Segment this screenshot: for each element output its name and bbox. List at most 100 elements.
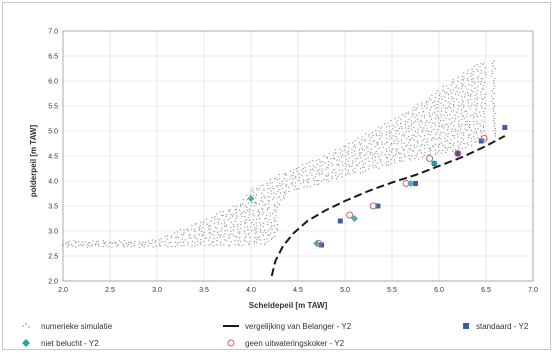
simulation-point — [453, 137, 456, 139]
simulation-point — [311, 168, 314, 170]
simulation-point — [291, 184, 294, 186]
simulation-point — [213, 245, 215, 247]
simulation-point — [476, 78, 479, 80]
simulation-point — [477, 97, 479, 99]
simulation-point — [243, 222, 246, 224]
simulation-point — [450, 110, 453, 112]
simulation-point — [457, 105, 460, 107]
simulation-point — [396, 120, 399, 122]
simulation-point — [441, 125, 443, 127]
simulation-point — [459, 105, 462, 107]
simulation-point — [357, 137, 359, 139]
simulation-point — [446, 123, 448, 125]
simulation-point — [175, 237, 177, 239]
simulation-point — [481, 119, 483, 121]
simulation-point — [283, 191, 286, 194]
simulation-point — [183, 231, 185, 233]
simulation-point — [494, 112, 496, 115]
x-tick-label: 6.0 — [434, 287, 444, 294]
simulation-point — [213, 237, 215, 240]
legend-label-geen-uitwateringskoker: geen uitwateringskoker - Y2 — [245, 339, 345, 348]
simulation-point — [467, 79, 469, 82]
simulation-point — [226, 229, 228, 232]
simulation-point — [324, 168, 326, 171]
simulation-point — [174, 241, 177, 243]
simulation-point — [345, 165, 347, 167]
simulation-point — [176, 231, 179, 233]
simulation-point — [476, 109, 478, 111]
simulation-point — [395, 150, 398, 152]
simulation-point — [243, 215, 246, 218]
simulation-point — [465, 110, 467, 112]
simulation-point — [182, 234, 185, 236]
simulation-point — [431, 138, 433, 140]
simulation-point — [432, 146, 435, 148]
simulation-point — [253, 240, 256, 243]
simulation-point — [459, 91, 461, 94]
simulation-point — [198, 234, 200, 236]
simulation-point — [347, 170, 350, 172]
simulation-point — [447, 101, 449, 103]
simulation-point — [491, 62, 493, 65]
simulation-point — [245, 222, 247, 224]
simulation-point — [252, 210, 254, 212]
simulation-point — [442, 85, 445, 88]
simulation-point — [230, 227, 232, 229]
simulation-point — [354, 146, 357, 148]
simulation-point — [275, 215, 277, 217]
simulation-point — [460, 119, 463, 121]
simulation-point — [330, 158, 332, 160]
simulation-point — [461, 82, 463, 84]
simulation-point — [408, 158, 411, 160]
simulation-point — [194, 242, 196, 244]
simulation-point — [249, 226, 251, 228]
belanger-line — [270, 135, 506, 277]
simulation-point — [448, 105, 450, 108]
simulation-point — [122, 244, 124, 247]
simulation-point — [351, 162, 354, 164]
simulation-point — [280, 199, 282, 201]
simulation-point — [385, 134, 387, 136]
simulation-point — [187, 229, 189, 232]
simulation-point — [479, 66, 481, 68]
simulation-point — [438, 137, 440, 139]
simulation-point — [392, 135, 394, 137]
simulation-point — [430, 139, 433, 141]
simulation-point — [298, 177, 301, 179]
simulation-point — [461, 123, 463, 126]
simulation-point — [406, 144, 408, 146]
simulation-point — [265, 231, 267, 234]
simulation-point — [241, 211, 244, 214]
geen-uitwateringskoker-point — [315, 240, 323, 247]
simulation-point — [270, 227, 272, 229]
simulation-point — [450, 92, 453, 94]
simulation-point — [371, 143, 373, 145]
simulation-point — [266, 182, 268, 184]
simulation-point — [404, 156, 406, 158]
simulation-point — [315, 159, 317, 162]
simulation-point — [372, 135, 374, 137]
simulation-point — [237, 223, 239, 225]
simulation-point — [421, 129, 424, 131]
simulation-point — [446, 114, 449, 117]
simulation-point — [444, 151, 447, 154]
simulation-point — [451, 128, 454, 130]
simulation-point — [426, 119, 428, 122]
simulation-point — [209, 237, 211, 239]
y-tick-label: 5.0 — [48, 129, 58, 136]
simulation-point — [480, 91, 482, 93]
simulation-point — [331, 164, 334, 166]
simulation-point — [421, 104, 423, 106]
simulation-point — [470, 75, 472, 77]
simulation-point — [484, 107, 486, 110]
simulation-point — [378, 134, 380, 137]
simulation-point — [298, 188, 300, 190]
simulation-point — [306, 175, 308, 177]
simulation-point — [433, 111, 435, 113]
simulation-point — [316, 170, 319, 172]
simulation-point — [298, 173, 300, 175]
simulation-point — [120, 241, 122, 243]
simulation-point — [318, 183, 320, 185]
simulation-point — [401, 114, 404, 116]
simulation-point — [494, 122, 496, 125]
